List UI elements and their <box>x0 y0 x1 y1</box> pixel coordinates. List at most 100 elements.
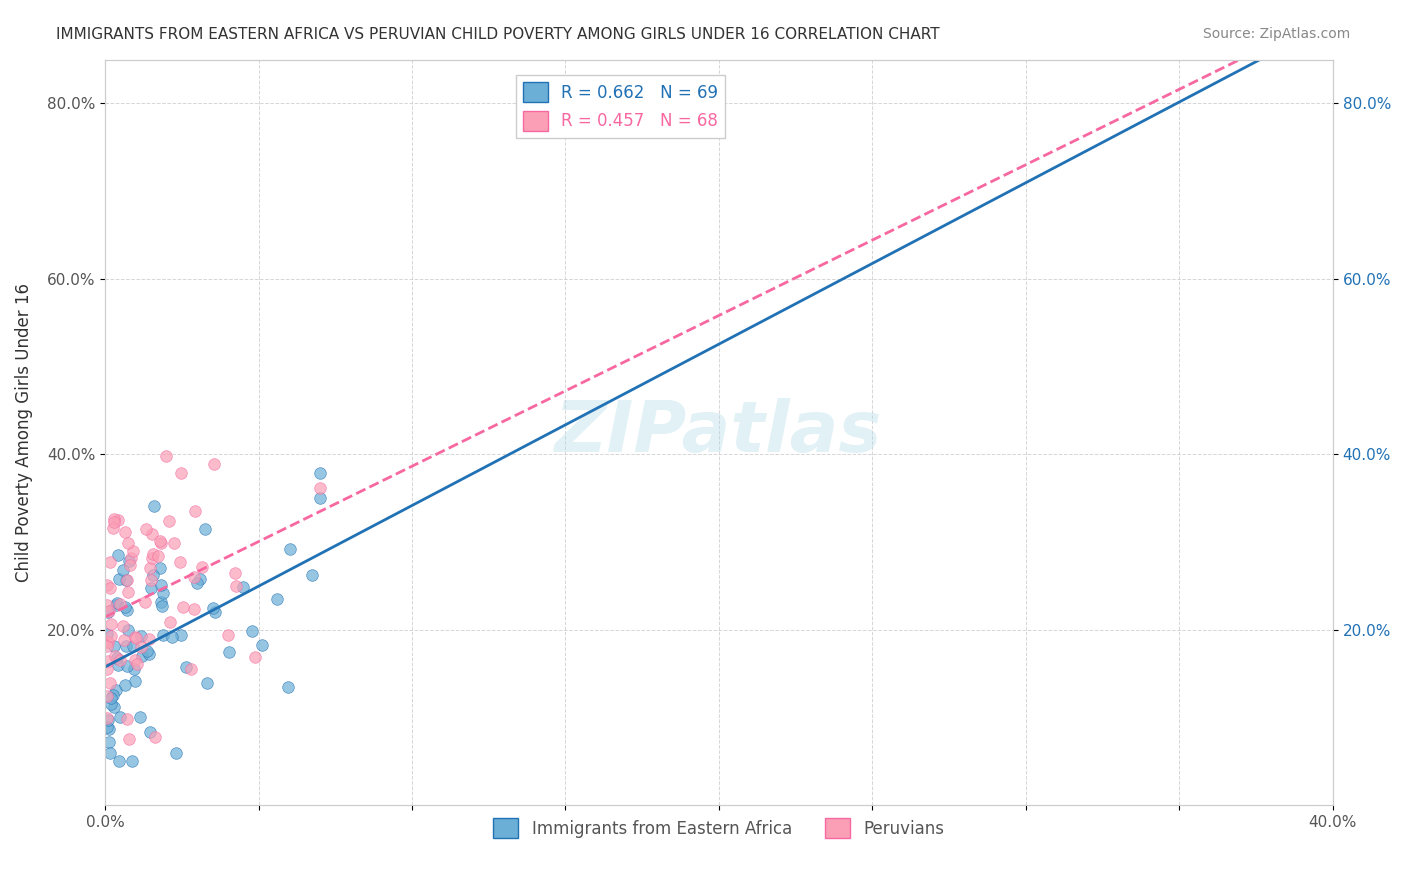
Point <box>97 605 120 619</box>
Point <box>141 527 163 541</box>
Point <box>118 554 141 568</box>
Point <box>124 630 146 644</box>
Point <box>204 605 226 619</box>
Point <box>266 591 288 606</box>
Point <box>150 599 173 613</box>
Point <box>96 635 118 649</box>
Point <box>250 638 273 652</box>
Point <box>136 643 159 657</box>
Point <box>96 578 118 592</box>
Point <box>120 551 142 566</box>
Point <box>107 596 129 610</box>
Point <box>98 555 121 569</box>
Point <box>104 598 127 612</box>
Point <box>277 681 299 695</box>
Point <box>139 582 162 596</box>
Point <box>96 662 118 676</box>
Point <box>122 639 145 653</box>
Point <box>103 640 125 654</box>
Point <box>186 576 208 591</box>
Point <box>107 754 129 768</box>
Point <box>112 632 135 647</box>
Point <box>115 712 138 726</box>
Point <box>100 697 122 711</box>
Point <box>117 535 139 549</box>
Point <box>194 523 217 537</box>
Point <box>111 618 134 632</box>
Point <box>172 599 194 614</box>
Point <box>97 713 120 727</box>
Point <box>110 598 132 612</box>
Point <box>128 710 150 724</box>
Point <box>174 659 197 673</box>
Point <box>191 560 214 574</box>
Point <box>202 600 225 615</box>
Point <box>142 499 165 513</box>
Legend: Immigrants from Eastern Africa, Peruvians: Immigrants from Eastern Africa, Peruvian… <box>486 812 952 845</box>
Point <box>115 639 138 653</box>
Point <box>96 720 118 734</box>
Point <box>150 578 173 592</box>
Point <box>117 585 139 599</box>
Point <box>159 615 181 630</box>
Point <box>112 563 135 577</box>
Point <box>157 514 180 528</box>
Point <box>139 573 162 587</box>
Point <box>108 710 131 724</box>
Point <box>124 653 146 667</box>
Point <box>121 754 143 768</box>
Point <box>135 522 157 536</box>
Point <box>100 691 122 706</box>
Point <box>97 604 120 618</box>
Point <box>103 515 125 529</box>
Point <box>142 547 165 561</box>
Point <box>114 678 136 692</box>
Point <box>107 548 129 562</box>
Point <box>217 628 239 642</box>
Point <box>183 602 205 616</box>
Point <box>124 673 146 688</box>
Point <box>165 746 187 760</box>
Point <box>98 581 121 595</box>
Point <box>118 558 141 572</box>
Text: IMMIGRANTS FROM EASTERN AFRICA VS PERUVIAN CHILD POVERTY AMONG GIRLS UNDER 16 CO: IMMIGRANTS FROM EASTERN AFRICA VS PERUVI… <box>56 27 939 42</box>
Point <box>150 595 173 609</box>
Point <box>152 627 174 641</box>
Point <box>143 731 166 745</box>
Point <box>146 549 169 563</box>
Point <box>170 467 193 481</box>
Point <box>117 623 139 637</box>
Point <box>96 627 118 641</box>
Point <box>308 491 330 505</box>
Point <box>117 603 139 617</box>
Point <box>127 657 149 671</box>
Point <box>152 586 174 600</box>
Point <box>188 573 211 587</box>
Point <box>114 525 136 540</box>
Point <box>309 466 332 480</box>
Point <box>104 648 127 663</box>
Point <box>122 544 145 558</box>
Point <box>98 676 121 690</box>
Point <box>100 629 122 643</box>
Point <box>131 648 153 663</box>
Point <box>97 635 120 649</box>
Point <box>107 573 129 587</box>
Point <box>232 580 254 594</box>
Point <box>97 654 120 668</box>
Point <box>125 631 148 645</box>
Point <box>150 535 173 549</box>
Point <box>138 632 160 646</box>
Point <box>96 689 118 703</box>
Point <box>141 551 163 566</box>
Point <box>98 746 121 760</box>
Point <box>100 617 122 632</box>
Point <box>97 722 120 736</box>
Point <box>115 573 138 587</box>
Point <box>180 662 202 676</box>
Point <box>149 534 172 549</box>
Point <box>110 653 132 667</box>
Point <box>139 725 162 739</box>
Point <box>183 570 205 584</box>
Point <box>114 599 136 614</box>
